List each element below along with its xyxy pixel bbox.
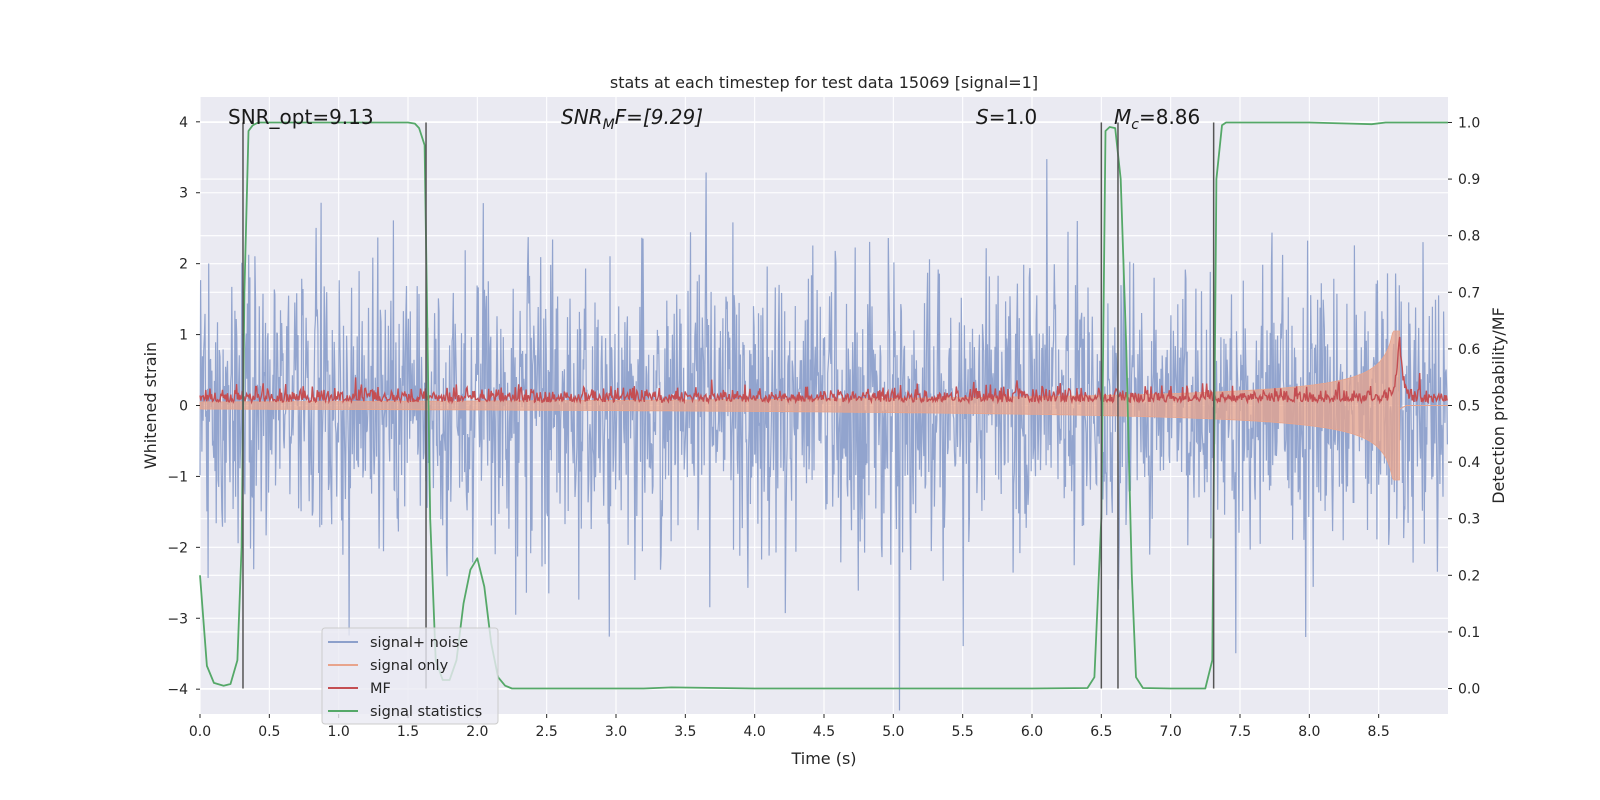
x-tick-label: 4.5: [813, 724, 835, 740]
y-tick-label: −4: [167, 682, 188, 698]
annotation-snr-opt: SNR_opt=9.13: [228, 105, 374, 129]
y-right-tick-label: 0.9: [1458, 172, 1480, 188]
y-tick-label: 1: [179, 328, 188, 344]
x-tick-label: 2.5: [536, 724, 558, 740]
legend-label-mf: MF: [370, 681, 391, 697]
x-tick-label: 1.0: [328, 724, 350, 740]
legend-label-signal-noise: signal+ noise: [370, 635, 468, 651]
x-axis-label: Time (s): [790, 749, 856, 768]
annotation-s-main: S: [976, 105, 989, 129]
y-tick-label: −2: [167, 540, 188, 556]
annotation-snr-mf-rest: F=[9.29]: [615, 105, 703, 129]
y-tick-label: 4: [179, 115, 188, 131]
x-tick-label: 5.5: [952, 724, 974, 740]
y-right-tick-label: 0.7: [1458, 285, 1480, 301]
y-right-tick-label: 0.8: [1458, 229, 1480, 245]
y-tick-label: −1: [167, 469, 188, 485]
annotation-snr-mf-sub: M: [603, 117, 615, 133]
x-tick-label: 6.5: [1090, 724, 1112, 740]
signal-envelope: [199, 330, 1400, 481]
series-signal-statistics: [199, 121, 1448, 690]
annotation-snr-mf: SNRMF=[9.29]: [561, 105, 703, 133]
x-tick-label: 2.0: [466, 724, 488, 740]
y-right-tick-label: 0.3: [1458, 512, 1480, 528]
annotation-chirp-mass-rest: =8.86: [1139, 105, 1200, 129]
x-tick-label: 4.0: [744, 724, 766, 740]
y-tick-label: −3: [167, 611, 188, 627]
chart-title: stats at each timestep for test data 150…: [610, 73, 1038, 92]
signal-statistics-line: [199, 121, 1448, 690]
annotation-chirp-mass-main: M: [1114, 105, 1131, 129]
y-right-tick-label: 1.0: [1458, 115, 1480, 131]
x-tick-label: 0.0: [189, 724, 211, 740]
y-right-tick-label: 0.6: [1458, 342, 1480, 358]
signal-ringdown: [1399, 405, 1448, 410]
annotation-chirp-mass-sub: c: [1131, 117, 1139, 133]
legend-label-signal-statistics: signal statistics: [370, 704, 482, 720]
x-tick-label: 3.0: [605, 724, 627, 740]
y-axis-right-label: Detection probability/MF: [1489, 307, 1508, 504]
annotation-chirp-mass: Mc=8.86: [1114, 105, 1200, 133]
x-tick-label: 0.5: [258, 724, 280, 740]
x-tick-label: 3.5: [674, 724, 696, 740]
axis-ticks: 0.0 0.5 1.0 1.5 2.0 2.5 3.0 3.5 4.0 4.5 5.0 5.5 6.0 6…: [167, 115, 1480, 740]
y-axis-label: Whitened strain: [141, 342, 160, 469]
x-tick-label: 7.0: [1160, 724, 1182, 740]
legend-box: [321, 627, 499, 725]
event-markers: [242, 122, 1215, 689]
mf-trace: [199, 336, 1448, 405]
series-signal-only: [199, 330, 1448, 481]
y-right-tick-label: 0.1: [1458, 625, 1480, 641]
y-right-tick-label: 0.0: [1458, 682, 1480, 698]
legend: signal+ noise signal only MF signal stat…: [321, 627, 499, 725]
y-right-tick-label: 0.5: [1458, 399, 1480, 415]
y-right-tick-label: 0.4: [1458, 455, 1480, 471]
legend-label-signal-only: signal only: [370, 658, 449, 674]
annotation-snr-mf-main: SNR: [561, 105, 603, 129]
x-tick-label: 8.0: [1298, 724, 1320, 740]
x-tick-label: 7.5: [1229, 724, 1251, 740]
annotation-s-rest: =1.0: [989, 105, 1038, 129]
x-tick-label: 1.5: [397, 724, 419, 740]
y-tick-label: 2: [179, 257, 188, 273]
x-tick-label: 5.0: [882, 724, 904, 740]
y-tick-label: 3: [179, 186, 188, 202]
y-tick-label: 0: [179, 399, 188, 415]
x-tick-label: 8.5: [1368, 724, 1390, 740]
annotation-s: S=1.0: [976, 105, 1037, 129]
y-right-tick-label: 0.2: [1458, 568, 1480, 584]
x-tick-label: 6.0: [1021, 724, 1043, 740]
series-mf: [199, 336, 1448, 405]
